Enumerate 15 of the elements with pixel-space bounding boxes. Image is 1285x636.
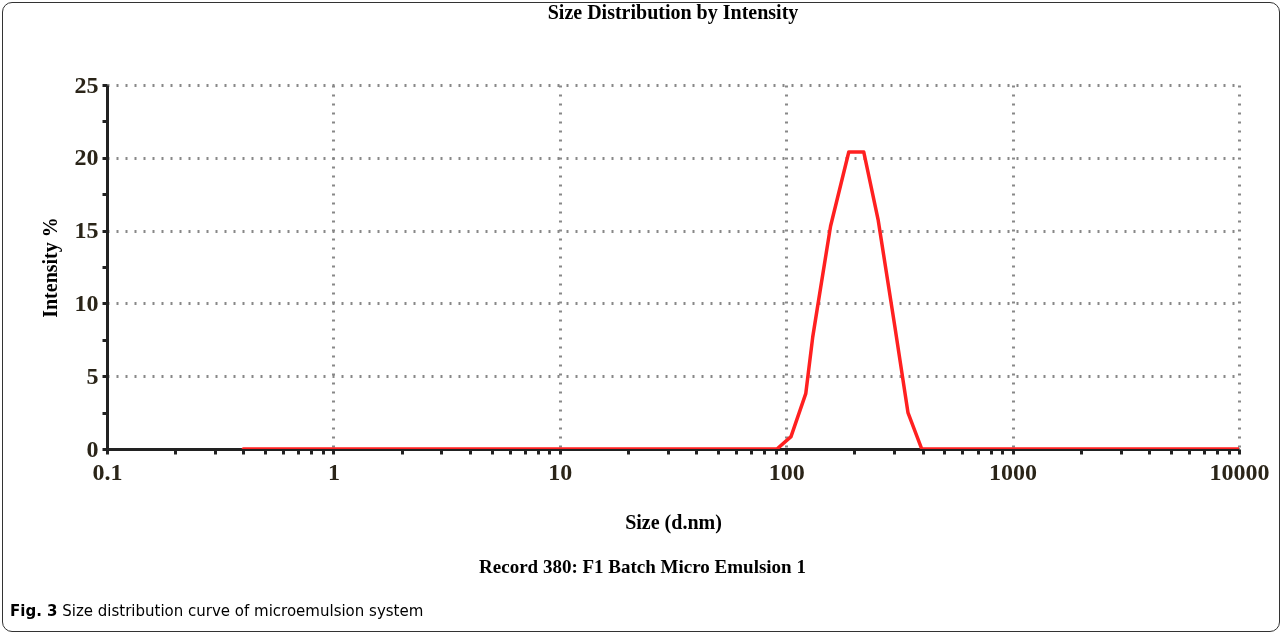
caption: Fig. 3 Size distribution curve of microemulsion system bbox=[10, 602, 424, 620]
y-axis-title: Intensity % bbox=[38, 217, 62, 318]
y-tick-label: 25 bbox=[74, 71, 99, 98]
y-tick-label: 5 bbox=[86, 362, 99, 389]
y-tick-label: 15 bbox=[74, 217, 99, 244]
x-tick-label: 100 bbox=[768, 458, 805, 485]
y-tick-label: 10 bbox=[74, 289, 99, 316]
x-tick-label: 10000 bbox=[1209, 458, 1270, 485]
x-tick-label: 1000 bbox=[989, 458, 1038, 485]
x-tick-label: 10 bbox=[548, 458, 573, 485]
x-tick-label: 1 bbox=[327, 458, 340, 485]
y-tick-label: 20 bbox=[74, 144, 99, 171]
text: Record 380: F1 Batch Micro Emulsion 1 bbox=[478, 556, 807, 578]
x-axis-title: Size (d.nm) bbox=[625, 510, 722, 534]
chart-title: Size Distribution by Intensity bbox=[547, 1, 799, 24]
